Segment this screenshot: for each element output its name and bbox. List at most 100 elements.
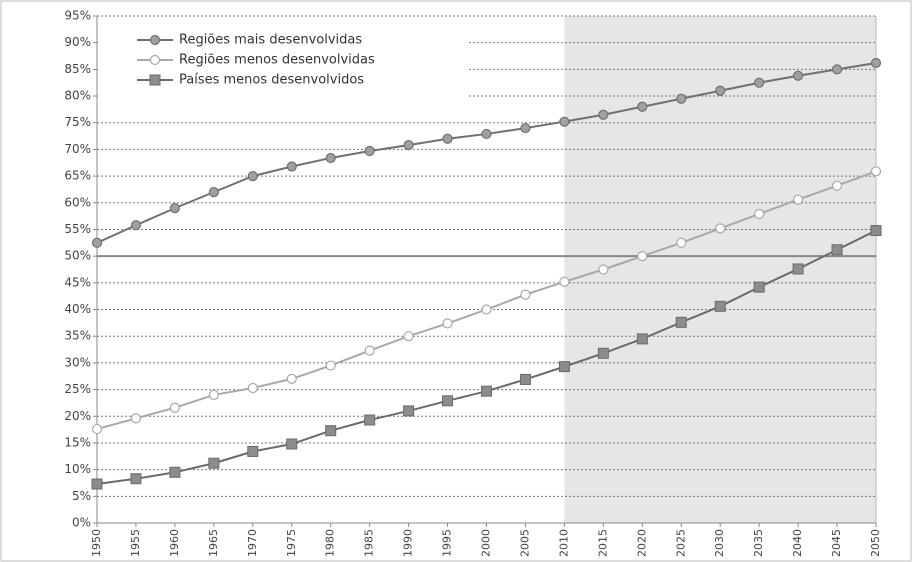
x-tick-label: 1990: [402, 529, 415, 557]
marker: [286, 161, 297, 172]
marker: [169, 402, 180, 413]
y-tick-label: 80%: [64, 89, 91, 103]
y-tick-label: 20%: [64, 409, 91, 423]
marker: [130, 220, 142, 231]
marker: [247, 171, 258, 182]
x-tick-label: 1970: [246, 529, 259, 557]
marker: [597, 347, 609, 359]
y-tick-label: 75%: [64, 115, 91, 129]
marker: [559, 116, 570, 127]
legend-label: Regiões mais desenvolvidas: [179, 33, 362, 48]
y-tick-label: 40%: [64, 302, 91, 316]
marker: [364, 414, 376, 426]
marker: [91, 423, 103, 435]
marker: [208, 389, 219, 401]
legend-label: Países menos desenvolvidos: [179, 73, 364, 88]
marker: [442, 395, 454, 407]
marker: [754, 208, 765, 220]
y-tick-label: 70%: [64, 142, 91, 156]
marker: [325, 360, 336, 371]
marker: [169, 466, 181, 478]
marker: [792, 263, 804, 275]
y-tick-label: 15%: [64, 435, 91, 449]
marker: [481, 385, 492, 397]
marker: [831, 180, 843, 191]
x-tick-label: 1980: [324, 529, 337, 557]
y-tick-label: 65%: [64, 169, 91, 183]
marker: [792, 194, 804, 205]
marker: [676, 237, 687, 248]
marker: [91, 237, 103, 248]
marker: [636, 333, 648, 345]
marker: [831, 244, 843, 256]
marker: [403, 405, 415, 417]
marker: [753, 281, 765, 293]
marker: [91, 478, 103, 490]
x-tick-label: 1950: [90, 529, 103, 557]
x-tick-label: 1960: [168, 529, 181, 557]
marker: [442, 133, 453, 144]
y-tick-label: 45%: [64, 275, 91, 289]
marker: [598, 264, 609, 275]
marker: [870, 166, 882, 177]
marker: [558, 361, 570, 373]
x-tick-label: 2010: [557, 529, 570, 557]
marker: [403, 140, 414, 151]
y-tick-label: 60%: [64, 195, 91, 209]
x-tick-label: 1995: [441, 529, 454, 557]
x-tick-label: 2035: [752, 529, 765, 557]
y-tick-label: 0%: [72, 516, 91, 530]
marker: [442, 318, 453, 329]
marker: [208, 457, 220, 469]
marker: [481, 304, 492, 315]
marker: [598, 109, 609, 120]
x-tick-label: 2005: [518, 529, 531, 557]
marker: [870, 57, 882, 69]
marker: [519, 373, 531, 385]
x-tick-label: 2030: [713, 529, 726, 557]
y-tick-label: 95%: [64, 9, 91, 23]
marker: [520, 122, 531, 134]
y-tick-label: 50%: [64, 249, 91, 263]
y-tick-label: 5%: [72, 489, 91, 503]
projection-shade: [564, 16, 876, 523]
x-tick-label: 2015: [596, 529, 609, 557]
marker: [715, 223, 726, 234]
marker: [208, 187, 219, 198]
marker: [754, 77, 765, 88]
marker: [676, 93, 687, 104]
marker: [130, 413, 142, 424]
marker: [675, 316, 687, 328]
marker: [286, 373, 297, 385]
y-tick-label: 30%: [64, 355, 91, 369]
marker: [130, 473, 142, 485]
marker: [364, 345, 375, 356]
legend-background: [98, 24, 468, 102]
marker: [870, 225, 882, 237]
marker: [325, 152, 336, 164]
x-tick-label: 1965: [207, 529, 220, 557]
y-tick-label: 55%: [64, 222, 91, 236]
marker: [520, 289, 531, 300]
x-tick-label: 1985: [363, 529, 376, 557]
legend-marker: [149, 34, 161, 46]
marker: [286, 438, 298, 450]
x-tick-label: 2025: [674, 529, 687, 557]
marker: [559, 276, 570, 287]
marker: [169, 203, 180, 214]
x-tick-label: 2040: [791, 529, 804, 557]
y-tick-label: 35%: [64, 329, 91, 343]
y-tick-label: 90%: [64, 35, 91, 49]
y-tick-label: 25%: [64, 382, 91, 396]
x-tick-label: 1955: [129, 529, 142, 557]
x-tick-label: 2000: [480, 529, 493, 557]
marker: [481, 128, 492, 140]
marker: [831, 64, 843, 75]
y-tick-label: 10%: [64, 462, 91, 476]
x-tick-label: 2050: [869, 529, 882, 557]
legend-label: Regiões menos desenvolvidas: [179, 53, 375, 68]
marker: [637, 101, 648, 112]
x-tick-label: 2045: [830, 529, 843, 557]
